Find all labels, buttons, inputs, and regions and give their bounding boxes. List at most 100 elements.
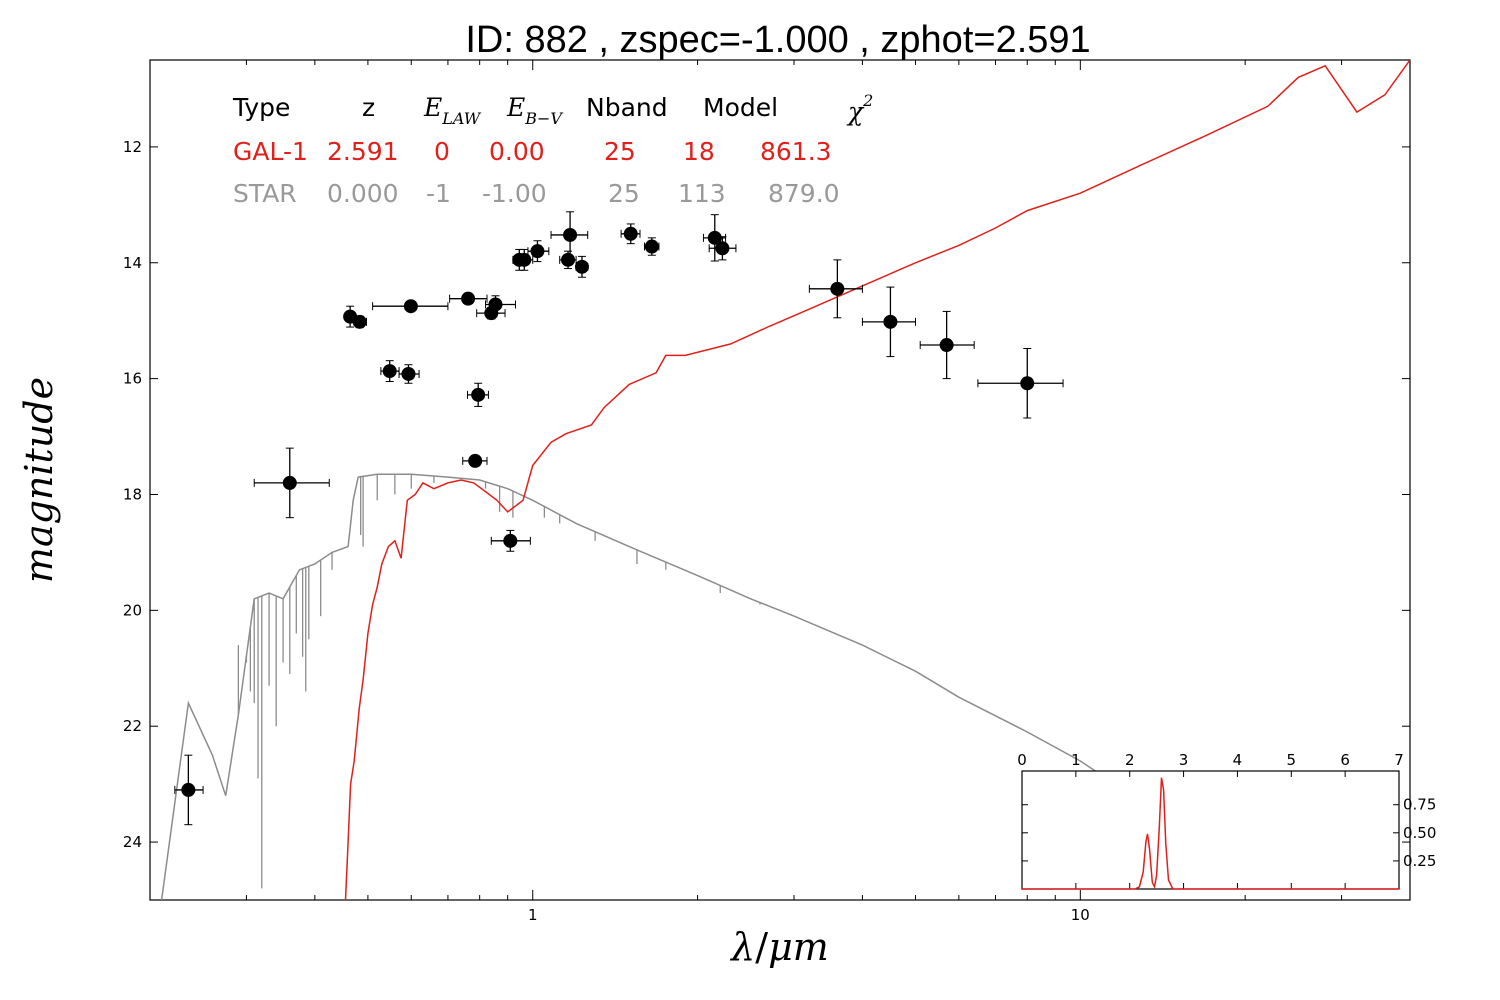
inset-x-tick-label: 6 (1340, 751, 1350, 769)
data-marker (503, 533, 518, 548)
photometry-point (644, 237, 660, 256)
row-chi2: 861.3 (760, 137, 832, 166)
inset-x-tick-label: 5 (1287, 751, 1297, 769)
photometry-point (380, 360, 400, 383)
photometry-point (808, 259, 863, 319)
data-marker (574, 259, 589, 274)
header-elaw-sub: LAW (441, 109, 482, 128)
galaxy-model-spectrum (344, 60, 1410, 900)
photometry-point (550, 211, 589, 259)
data-marker (382, 364, 397, 379)
data-marker (484, 306, 499, 321)
photometry-point (352, 314, 367, 329)
x-label-mu: μ (768, 925, 793, 969)
data-marker (707, 230, 722, 245)
photometry-point (919, 310, 975, 380)
photometry-point (708, 236, 737, 261)
data-marker (403, 299, 418, 314)
pdz-inset: 0 1 2 3 4 5 6 7 0.25 0.50 0.75 (1017, 751, 1436, 890)
fit-table: Type z ELAW EB−V Nband Model χ2 GAL-1 2.… (232, 91, 873, 208)
photometry-point (372, 299, 449, 314)
photometry-point (253, 447, 330, 519)
photometry-point (490, 529, 531, 552)
row-type: STAR (233, 179, 297, 208)
y-tick-label: 14 (123, 254, 142, 272)
galaxy-model-line (344, 60, 1410, 900)
inset-x-tick-label: 3 (1179, 751, 1189, 769)
photometry-point (574, 255, 589, 278)
row-elaw: 0 (434, 137, 450, 166)
photometry-point (485, 295, 516, 314)
chart-title: ID: 882 , zspec=-1.000 , zphot=2.591 (465, 19, 1090, 61)
inset-x-tick-label: 7 (1394, 751, 1404, 769)
inset-frame (1021, 770, 1400, 890)
data-marker (181, 782, 196, 797)
photometry-point (476, 306, 506, 321)
photometry-point (398, 364, 420, 384)
row-model: 18 (683, 137, 715, 166)
row-z: 2.591 (327, 137, 399, 166)
pdz-curve (1022, 777, 1399, 890)
row-ebv: 0.00 (489, 137, 545, 166)
header-ebv-main: E (506, 93, 525, 122)
y-tick-label: 22 (123, 717, 142, 735)
row-elaw: -1 (426, 179, 451, 208)
data-marker (623, 226, 638, 241)
y-tick-label: 18 (123, 485, 142, 503)
photometry-point (861, 286, 916, 358)
header-elaw: ELAW (423, 93, 482, 128)
header-ebv-sub: B−V (524, 109, 563, 128)
data-marker (461, 291, 476, 306)
data-marker (401, 366, 416, 381)
data-marker (282, 475, 297, 490)
photometry-points (174, 211, 1064, 826)
inset-x-tick-label: 2 (1125, 751, 1135, 769)
header-chi-main: χ (846, 97, 865, 126)
x-tick-label: 10 (1071, 906, 1090, 924)
header-z: z (362, 93, 375, 122)
y-tick-label: 16 (123, 370, 142, 388)
inset-ticks: 0 1 2 3 4 5 6 7 0.25 0.50 0.75 (1017, 751, 1436, 889)
data-marker (530, 244, 545, 259)
photometry-point (462, 453, 488, 468)
photometry-point (466, 382, 489, 407)
x-tick-label: 1 (528, 906, 538, 924)
header-chi-sup: 2 (862, 91, 873, 110)
data-marker (939, 338, 954, 353)
row-chi2: 879.0 (768, 179, 840, 208)
data-marker (471, 387, 486, 402)
inset-x-tick-label: 0 (1017, 751, 1027, 769)
data-marker (468, 453, 483, 468)
fit-row-star: STAR 0.000 -1 -1.00 25 113 879.0 (233, 179, 840, 208)
data-marker (352, 314, 367, 329)
data-marker (563, 227, 578, 242)
row-nband: 25 (608, 179, 640, 208)
data-marker (1020, 376, 1035, 391)
inset-y-tick-label: 0.75 (1403, 796, 1436, 814)
header-chi2: χ2 (846, 91, 873, 126)
x-label-m: m (793, 925, 829, 969)
header-ebv: EB−V (506, 93, 563, 128)
photometry-point (620, 223, 641, 245)
data-marker (561, 252, 576, 267)
row-ebv: -1.00 (482, 179, 547, 208)
pdz-line (1022, 777, 1399, 890)
header-model: Model (703, 93, 778, 122)
photometry-point (449, 291, 488, 306)
inset-x-tick-label: 1 (1071, 751, 1081, 769)
inset-y-tick-label: 0.25 (1403, 852, 1436, 870)
inset-y-tick-label: 0.50 (1403, 824, 1436, 842)
data-marker (517, 252, 532, 267)
x-label-slash: / (755, 925, 768, 969)
row-z: 0.000 (327, 179, 399, 208)
photometry-point (977, 347, 1064, 419)
y-tick-label: 20 (123, 601, 142, 619)
photometry-point (527, 240, 550, 263)
data-marker (644, 239, 659, 254)
y-tick-label: 12 (123, 138, 142, 156)
header-type: Type (232, 93, 290, 122)
data-marker (830, 281, 845, 296)
